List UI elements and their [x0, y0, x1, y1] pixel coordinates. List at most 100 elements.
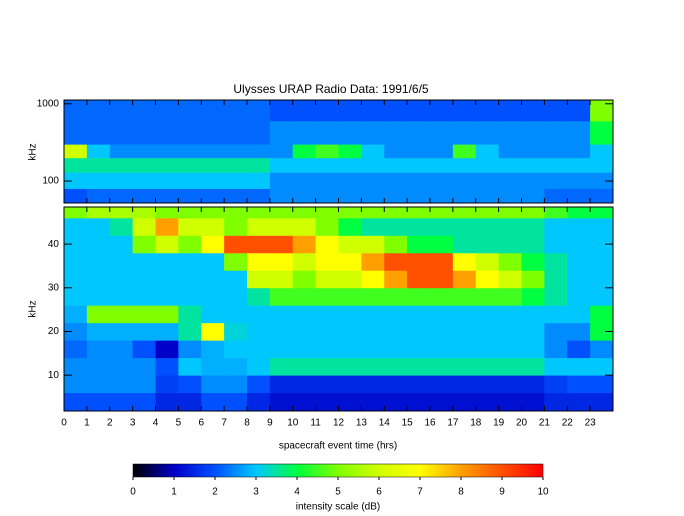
heatmap-cell [590, 392, 614, 412]
heatmap-cell [224, 322, 248, 341]
heatmap-cell [407, 120, 431, 145]
heatmap-cell [521, 217, 545, 236]
heatmap-cell [452, 157, 477, 173]
heatmap-cell [544, 357, 568, 376]
heatmap-cell [269, 322, 294, 341]
y-tick-label: 100 [42, 176, 59, 187]
heatmap-cell [86, 120, 111, 145]
heatmap-cell [384, 287, 408, 306]
heatmap-cell [86, 270, 111, 289]
heatmap-cell [590, 305, 614, 324]
x-tick-label: 21 [539, 418, 551, 429]
heatmap-cell [475, 144, 500, 159]
heatmap-cell [498, 270, 522, 289]
colorbar-tick-label: 0 [130, 487, 136, 498]
y-axis-label: kHz [28, 143, 39, 160]
heatmap-cell [430, 144, 454, 159]
heatmap-cell [86, 157, 111, 173]
heatmap-cell [430, 188, 454, 204]
heatmap-cell [224, 120, 248, 145]
chart-title: Ulysses URAP Radio Data: 1991/6/5 [233, 82, 429, 96]
heatmap-cell [269, 157, 294, 173]
heatmap-cell [315, 100, 339, 122]
heatmap-cell [64, 217, 88, 236]
heatmap-cell [338, 340, 362, 359]
heatmap-cell [292, 340, 317, 359]
heatmap-cell [544, 172, 568, 189]
heatmap-cell [430, 207, 454, 219]
heatmap-cell [361, 172, 385, 189]
heatmap-cell [224, 252, 248, 271]
heatmap-cell [567, 157, 591, 173]
heatmap-cell [132, 100, 156, 122]
x-tick-label: 10 [287, 418, 299, 429]
heatmap-cell [224, 188, 248, 204]
heatmap-cell [521, 120, 545, 145]
heatmap-cell [498, 235, 522, 254]
heatmap-cell [64, 357, 88, 376]
heatmap-cell [201, 392, 225, 412]
heatmap-cell [407, 305, 431, 324]
heatmap-cell [590, 357, 614, 376]
heatmap-cell [430, 172, 454, 189]
heatmap-cell [86, 172, 111, 189]
heatmap-cell [384, 188, 408, 204]
heatmap-cell [224, 392, 248, 412]
heatmap-cell [452, 235, 477, 254]
heatmap-cell [430, 392, 454, 412]
heatmap-cell [292, 217, 317, 236]
heatmap-cell [361, 375, 385, 394]
heatmap-cell [224, 375, 248, 394]
colorbar-tick-label: 4 [294, 487, 300, 498]
heatmap-cell [64, 120, 88, 145]
heatmap-cell [452, 322, 477, 341]
heatmap-cell [407, 340, 431, 359]
heatmap-cell [247, 357, 271, 376]
heatmap-cell [361, 100, 385, 122]
heatmap-cell [498, 375, 522, 394]
heatmap-cell [132, 235, 156, 254]
heatmap-cell [338, 392, 362, 412]
heatmap-cell [155, 120, 179, 145]
heatmap-cell [544, 322, 568, 341]
heatmap-cell [590, 252, 614, 271]
heatmap-cell [567, 287, 591, 306]
heatmap-cell [384, 157, 408, 173]
heatmap-cell [247, 157, 271, 173]
heatmap-cell [567, 217, 591, 236]
heatmap-cell [384, 252, 408, 271]
y-tick-label: 20 [48, 326, 60, 337]
heatmap-cell [155, 340, 179, 359]
heatmap-cell [361, 287, 385, 306]
heatmap-cell [224, 357, 248, 376]
x-tick-label: 16 [424, 418, 436, 429]
heatmap-cell [521, 375, 545, 394]
x-tick-label: 1 [84, 418, 90, 429]
heatmap-cell [544, 207, 568, 219]
heatmap-cell [498, 287, 522, 306]
heatmap-cell [430, 157, 454, 173]
x-tick-label: 3 [130, 418, 136, 429]
heatmap-cell [201, 235, 225, 254]
heatmap-cell [315, 120, 339, 145]
x-tick-label: 6 [198, 418, 204, 429]
heatmap-cell [64, 270, 88, 289]
heatmap-cell [247, 217, 271, 236]
heatmap-cell [178, 322, 202, 341]
heatmap-cell [498, 157, 522, 173]
heatmap-cell [155, 207, 179, 219]
heatmap-cell [430, 217, 454, 236]
heatmap-cell [452, 287, 477, 306]
heatmap-cell [567, 207, 591, 219]
heatmap-cell [384, 217, 408, 236]
heatmap-cell [521, 270, 545, 289]
heatmap-cell [590, 120, 614, 145]
heatmap-cell [132, 375, 156, 394]
heatmap-cell [247, 120, 271, 145]
heatmap-cell [475, 157, 500, 173]
heatmap-cell [407, 357, 431, 376]
heatmap-cell [247, 375, 271, 394]
heatmap-cell [384, 357, 408, 376]
heatmap-cell [269, 305, 294, 324]
heatmap-cell [567, 357, 591, 376]
